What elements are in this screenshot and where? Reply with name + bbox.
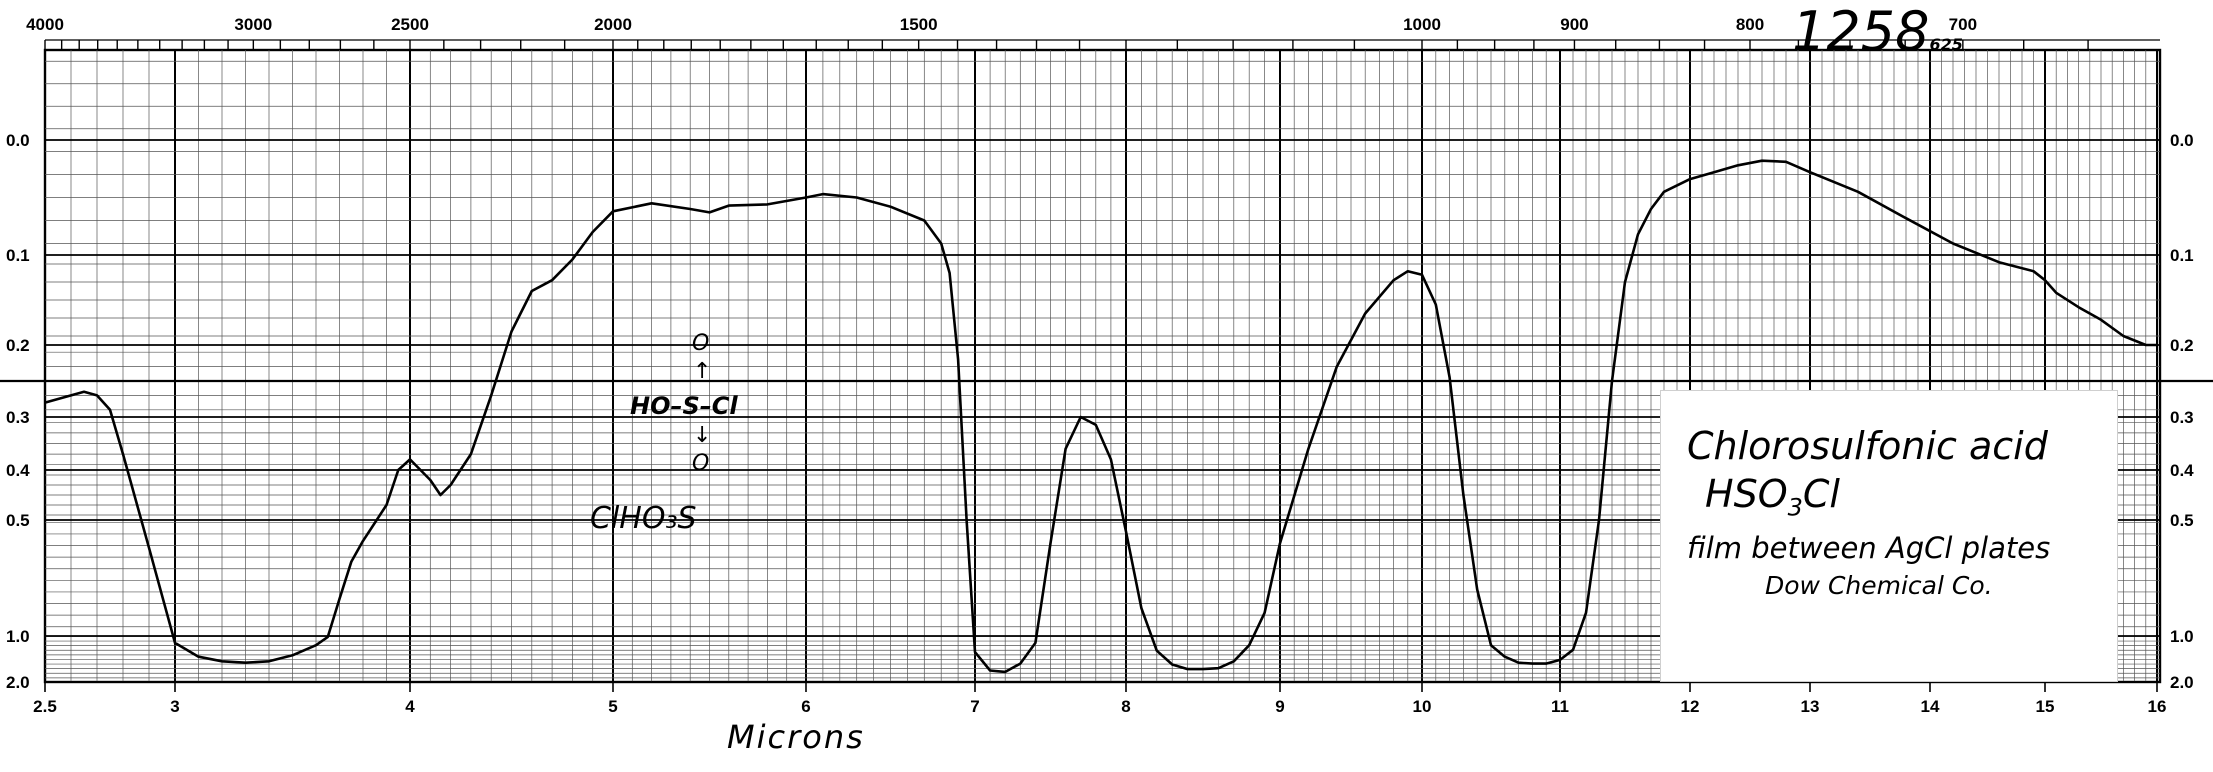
- formula-tail: Cl: [1802, 472, 1840, 516]
- x-tick-label: 4: [405, 697, 415, 716]
- y-tick-label-right: 0.1: [2170, 246, 2194, 265]
- x-tick-label: 15: [2036, 697, 2055, 716]
- top-tick-label: 800: [1736, 15, 1764, 34]
- y-tick-label-left: 0.5: [6, 511, 30, 530]
- top-tick-label: 4000: [26, 15, 64, 34]
- structure-oxygen-bottom: O: [692, 451, 709, 476]
- top-tick-label: 900: [1560, 15, 1588, 34]
- sample-source: Dow Chemical Co.: [1765, 570, 1993, 600]
- x-tick-label: 16: [2148, 697, 2167, 716]
- x-tick-label: 3: [170, 697, 179, 716]
- top-tick-label: 1500: [900, 15, 938, 34]
- y-tick-label-right: 0.5: [2170, 511, 2194, 530]
- absorbance-trace: [44, 159, 2157, 674]
- y-tick-label-left: 0.3: [6, 408, 30, 427]
- x-axis-label: Microns: [727, 718, 865, 756]
- y-tick-labels-right: 0.0 0.1 0.2 0.3 0.4 0.5 1.0 2.0: [2170, 131, 2194, 692]
- top-tick-label: 2000: [594, 15, 632, 34]
- structure-annotation: O ↑ HO–S–Cl ↓ O ClHO₃S: [590, 331, 738, 536]
- top-tick-label: 700: [1949, 15, 1977, 34]
- x-tick-label: 7: [970, 697, 979, 716]
- structure-oxygen-top: O: [692, 331, 709, 356]
- spectrum-number: 1258625: [1792, 0, 1963, 63]
- x-tick-label: 6: [801, 697, 810, 716]
- y-tick-label-left: 0.2: [6, 336, 30, 355]
- x-tick-label: 8: [1121, 697, 1130, 716]
- x-tick-labels: 2.5 3 4 5 6 7 8 9 10 11 12 13 14 15 16: [33, 682, 2166, 716]
- compound-name: Chlorosulfonic acid: [1687, 424, 2048, 468]
- spectrum-number-main: 1258: [1792, 0, 1930, 63]
- y-tick-labels-left: 0.0 0.1 0.2 0.3 0.4 0.5 1.0 2.0: [6, 131, 30, 692]
- y-tick-label-right: 0.0: [2170, 131, 2194, 150]
- y-tick-label-right: 0.3: [2170, 408, 2194, 427]
- x-tick-label: 5: [608, 697, 617, 716]
- top-tick-label: 2500: [391, 15, 429, 34]
- structure-main: HO–S–Cl: [630, 392, 738, 420]
- molecular-formula: HSO3Cl: [1705, 475, 2099, 520]
- y-tick-label-right: 1.0: [2170, 627, 2194, 646]
- x-tick-label: 11: [1551, 697, 1569, 716]
- y-tick-label-right: 0.4: [2170, 461, 2194, 480]
- top-tick-label: 1000: [1403, 15, 1441, 34]
- top-tick-label: 3000: [234, 15, 272, 34]
- y-tick-label-right: 0.2: [2170, 336, 2194, 355]
- formula-subscript: 3: [1787, 493, 1803, 522]
- y-tick-label-left: 0.1: [6, 246, 30, 265]
- x-tick-label: 13: [1801, 697, 1820, 716]
- structure-arrow-down: ↓: [693, 423, 711, 448]
- y-tick-label-left: 0.4: [6, 461, 30, 480]
- y-tick-label-left: 1.0: [6, 627, 30, 646]
- formula-main: HSO: [1705, 472, 1788, 516]
- y-tick-label-left: 2.0: [6, 673, 30, 692]
- y-tick-label-left: 0.0: [6, 131, 30, 150]
- x-tick-label: 14: [1921, 697, 1940, 716]
- x-tick-label: 9: [1275, 697, 1284, 716]
- x-tick-label: 10: [1413, 697, 1432, 716]
- y-tick-label-right: 2.0: [2170, 673, 2194, 692]
- top-tick-labels: 4000 3000 2500 2000 1500 1000 900 800 700: [26, 15, 2160, 50]
- sample-preparation: film between AgCl plates: [1687, 530, 2051, 565]
- empirical-formula: ClHO₃S: [590, 501, 697, 536]
- spectrum-number-small: 625: [1929, 35, 1963, 54]
- x-tick-label: 2.5: [33, 697, 57, 716]
- x-tick-label: 12: [1681, 697, 1700, 716]
- structure-arrow-up: ↑: [693, 359, 711, 384]
- sample-label-box: Chlorosulfonic acid HSO3Cl film between …: [1660, 390, 2118, 682]
